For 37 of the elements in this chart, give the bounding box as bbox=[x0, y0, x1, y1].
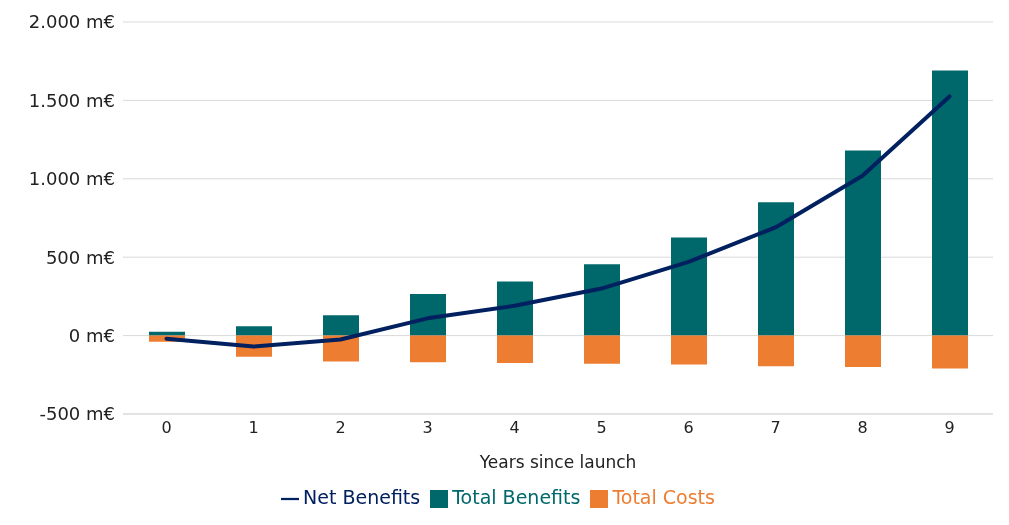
y-tick-label: 500 m€ bbox=[45, 246, 115, 268]
bar bbox=[758, 335, 794, 367]
legend-label: Total Costs bbox=[612, 486, 715, 508]
bar bbox=[323, 315, 359, 336]
x-tick-label: 2 bbox=[335, 418, 346, 438]
bar bbox=[497, 335, 533, 364]
legend-label: Net Benefits bbox=[303, 486, 421, 508]
y-tick-label: 0 m€ bbox=[68, 324, 115, 346]
y-tick-label: -500 m€ bbox=[39, 403, 115, 425]
bar bbox=[584, 264, 620, 336]
x-tick-label: 8 bbox=[857, 418, 868, 438]
bar bbox=[671, 335, 707, 365]
legend-label: Total Benefits bbox=[452, 486, 581, 508]
x-tick-label: 1 bbox=[248, 418, 259, 438]
y-tick-label: 1.500 m€ bbox=[28, 89, 115, 111]
x-tick-label: 5 bbox=[596, 418, 607, 438]
bar bbox=[149, 331, 185, 336]
y-tick-label: 2.000 m€ bbox=[28, 11, 115, 33]
bar bbox=[497, 281, 533, 336]
x-tick-label: 4 bbox=[509, 418, 520, 438]
x-tick-label: 9 bbox=[944, 418, 955, 438]
bar bbox=[236, 326, 272, 336]
line-series bbox=[164, 94, 952, 349]
x-axis-title: Years since launch bbox=[478, 452, 637, 472]
bar bbox=[584, 335, 620, 364]
x-tick-label: 0 bbox=[161, 418, 172, 438]
bar bbox=[932, 335, 968, 369]
x-tick-label: 7 bbox=[770, 418, 781, 438]
bar bbox=[671, 237, 707, 336]
bar bbox=[932, 70, 968, 336]
bar bbox=[845, 335, 881, 367]
y-tick-label: 1.000 m€ bbox=[28, 168, 115, 190]
bar bbox=[845, 150, 881, 336]
bar bbox=[410, 335, 446, 363]
x-tick-label: 6 bbox=[683, 418, 694, 438]
bar bbox=[758, 202, 794, 336]
x-tick-label: 3 bbox=[422, 418, 433, 438]
